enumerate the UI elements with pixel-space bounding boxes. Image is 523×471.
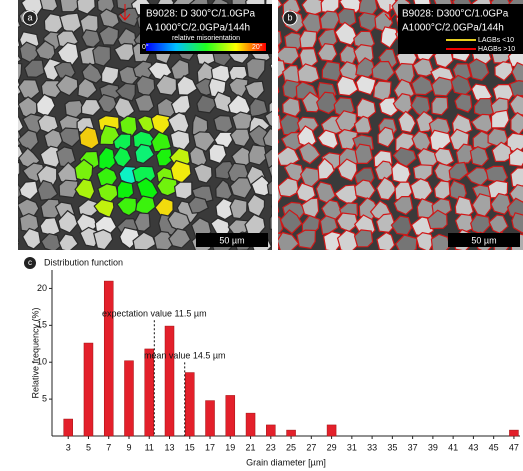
panel-label: c [28, 258, 32, 267]
x-tick-label: 23 [266, 442, 276, 452]
annotation: expectation value 11.5 µm [102, 309, 207, 319]
x-tick-label: 43 [468, 442, 478, 452]
bar [124, 361, 133, 436]
x-tick-label: 33 [367, 442, 377, 452]
colorbar-min: 0° [142, 43, 149, 51]
grain [0, 197, 19, 218]
grain [170, 131, 190, 150]
figure: a B9028: D 300°C/1.0GPa A 1000°C/2.0GPa/… [0, 0, 523, 471]
x-tick-label: 9 [126, 442, 131, 452]
colorbar [146, 43, 266, 51]
annotation: mean value 14.5 µm [144, 351, 226, 361]
y-axis-label: Relative frequency (%) [30, 307, 40, 398]
colorbar-max: 20° [252, 43, 263, 51]
grain [0, 234, 19, 253]
bar [509, 430, 518, 436]
info-text: B9028: D300°C/1.0GPa [402, 9, 509, 20]
grain [214, 116, 233, 133]
y-tick-label: 20 [37, 283, 47, 293]
legend-text: HAGBs >10 [478, 46, 515, 53]
y-tick-label: 5 [42, 393, 47, 403]
x-tick-label: 19 [225, 442, 235, 452]
bar [206, 401, 215, 436]
grain [0, 217, 18, 237]
x-tick-label: 41 [448, 442, 458, 452]
scale-bar: 50 µm [471, 235, 496, 245]
grain [250, 99, 268, 117]
grain [1, 95, 20, 116]
x-axis-label: Grain diameter [µm] [246, 457, 326, 467]
grain [4, 161, 20, 179]
grain [175, 182, 192, 199]
x-tick-label: 5 [86, 442, 91, 452]
x-tick-label: 11 [145, 442, 154, 452]
x-tick-label: 15 [185, 442, 195, 452]
grain [300, 31, 317, 48]
x-tick-label: 47 [509, 442, 519, 452]
x-tick-label: 25 [286, 442, 296, 452]
legend-text: LAGBs <10 [478, 37, 514, 44]
grain [5, 62, 22, 80]
bar [104, 281, 113, 436]
grain [4, 12, 21, 31]
x-tick-label: 21 [246, 442, 256, 452]
bar [266, 425, 275, 436]
grain [431, 234, 449, 252]
x-tick-label: 7 [106, 442, 111, 452]
colorbar-title: relative misorientation [172, 35, 240, 42]
info-text: A 1000°C/2.0GPa/144h [146, 23, 250, 34]
x-tick-label: 29 [327, 442, 337, 452]
x-tick-label: 35 [387, 442, 397, 452]
bar [185, 373, 194, 436]
info-text: B9028: D 300°C/1.0GPa [146, 9, 256, 20]
x-tick-label: 27 [306, 442, 316, 452]
grain [355, 144, 372, 163]
x-tick-label: 39 [428, 442, 438, 452]
bar [226, 395, 235, 436]
scale-bar: 50 µm [219, 235, 244, 245]
x-tick-label: 3 [66, 442, 71, 452]
x-tick-label: 17 [205, 442, 215, 452]
info-text: A1000°C/2.0GPa/144h [402, 23, 504, 34]
grain [40, 0, 58, 11]
bar [287, 430, 296, 436]
x-tick-label: 45 [489, 442, 499, 452]
x-tick-label: 13 [164, 442, 174, 452]
bar [246, 413, 255, 436]
panel-label: a [27, 12, 32, 22]
x-tick-label: 37 [408, 442, 418, 452]
bar [84, 343, 93, 436]
grain [297, 230, 315, 248]
x-tick-label: 31 [347, 442, 357, 452]
grain [0, 32, 20, 52]
bar [165, 326, 174, 436]
chart-title: Distribution function [44, 257, 123, 267]
panel-label: b [287, 12, 292, 22]
bar [327, 425, 336, 436]
bar [64, 419, 73, 436]
grain [359, 0, 377, 14]
grain [322, 62, 340, 81]
bar [145, 349, 154, 436]
grain [0, 0, 17, 17]
